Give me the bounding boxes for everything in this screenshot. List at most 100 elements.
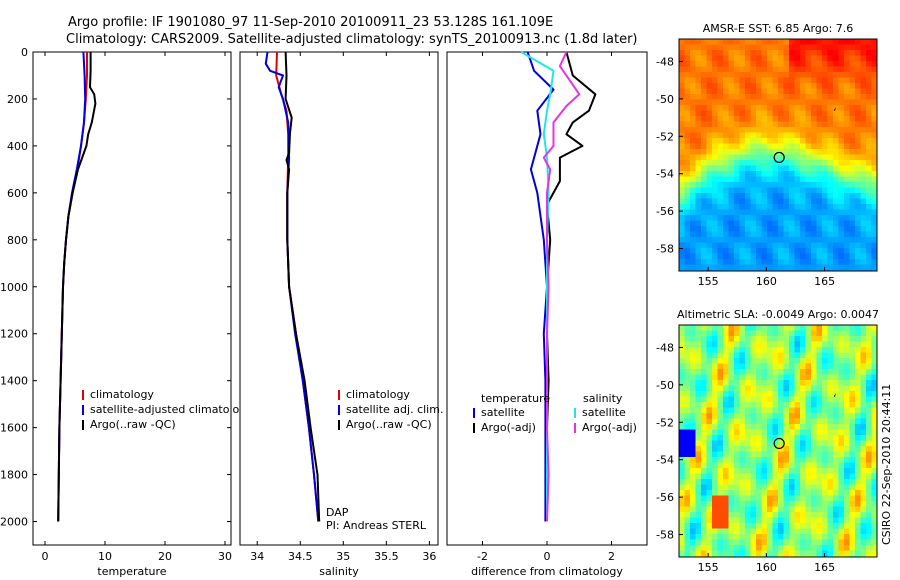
sla_map-field-cell [778, 528, 785, 535]
sst_map-field-cell [789, 198, 796, 205]
sst_map-field-cell [767, 55, 774, 62]
sla_map-field-cell [833, 550, 840, 557]
sst_map-field-cell [739, 127, 746, 134]
sla_map-field-cell [871, 539, 877, 546]
sla_map-field-cell [690, 429, 697, 436]
sst_map-field-cell [827, 193, 834, 200]
sst_map-field-cell [860, 83, 867, 90]
sla_map-field-cell [767, 506, 774, 513]
sla_map-field-cell [866, 352, 873, 359]
sla_map-field-cell [767, 501, 774, 508]
sst_map-field-cell [679, 72, 686, 79]
sst_map-field-cell [701, 160, 708, 167]
sst_map-field-cell [816, 116, 823, 123]
sla_map-field-cell [849, 369, 856, 376]
sla_map-field-cell [866, 539, 873, 546]
sla_map-field-cell [772, 473, 779, 480]
sla_map-field-cell [695, 528, 702, 535]
sst_map-field-cell [822, 127, 829, 134]
sla_map-field-cell [783, 352, 790, 359]
sla_map-field-cell [701, 429, 708, 436]
sla_map-field-cell [761, 374, 768, 381]
sla_map-field-cell [756, 391, 763, 398]
sla_map-field-cell [706, 479, 713, 486]
sla_map-field-cell [723, 363, 730, 370]
sst_map-field-cell [684, 44, 691, 51]
sla_map-field-cell [805, 550, 812, 557]
sla_map-field-cell [761, 446, 768, 453]
sst_map-field-cell [712, 231, 719, 238]
sla_map-field-cell [734, 506, 741, 513]
sla_map-ytick-label: -56 [656, 491, 674, 504]
sst_map-field-cell [800, 165, 807, 172]
sst_map-field-cell [750, 83, 757, 90]
sst_map-field-cell [783, 209, 790, 216]
sla_map-field-cell [772, 506, 779, 513]
sst_map-field-cell [679, 154, 686, 161]
sst_map-field-cell [734, 187, 741, 194]
sla_map-field-cell [783, 506, 790, 513]
sla_map-field-cell [833, 374, 840, 381]
sla_map-field-cell [717, 336, 724, 343]
sst_map-field-cell [723, 105, 730, 112]
sla_map-field-cell [728, 413, 735, 420]
temperature-plot-frame [32, 51, 232, 546]
sst_map-field-cell [778, 72, 785, 79]
sla_map-field-cell [816, 539, 823, 546]
sla_map-field-cell [844, 325, 851, 332]
sst_map-field-cell [816, 198, 823, 205]
sla_map-field-cell [871, 495, 877, 502]
sst_map-field-cell [734, 44, 741, 51]
sla_map-field-cell [756, 512, 763, 519]
sst_map-field-cell [728, 259, 735, 266]
sst_map-field-cell [706, 193, 713, 200]
sla_map-field-cell [772, 468, 779, 475]
sla_map-field-cell [860, 484, 867, 491]
sla_map-field-cell [690, 512, 697, 519]
sst_map-field-cell [833, 220, 840, 227]
sla_map-field-cell [866, 347, 873, 354]
sla_map-field-cell [811, 550, 818, 557]
sla_map-field-cell [756, 446, 763, 453]
sst_map-field-cell [728, 182, 735, 189]
sst_map-field-cell [866, 220, 873, 227]
sla_map-field-cell [855, 341, 862, 348]
sst_map-field-cell [739, 116, 746, 123]
sla_map-field-cell [734, 380, 741, 387]
sla_map-field-cell [772, 391, 779, 398]
sst_map-field-cell [767, 61, 774, 68]
sst_map-field-cell [712, 77, 719, 84]
sst_map-field-cell [739, 88, 746, 95]
sla_map-field-cell [684, 358, 691, 365]
sla_map-field-cell [866, 341, 873, 348]
sla_map-field-cell [849, 396, 856, 403]
sla_map-field-cell [734, 517, 741, 524]
sla_map-field-cell [871, 468, 877, 475]
sst_map-field-cell [701, 226, 708, 233]
sst_map-field-cell [745, 215, 752, 222]
sla_map-field-cell [690, 374, 697, 381]
sla_map-field-cell [728, 495, 735, 502]
sst_map-field-cell [690, 160, 697, 167]
salinity-xtick-label: 34 [250, 550, 264, 563]
sst_map-field-cell [827, 264, 834, 271]
sla_map-field-cell [761, 457, 768, 464]
sst_map-field-cell [679, 132, 686, 139]
sla_map-field-cell [712, 468, 719, 475]
sla_map-field-cell [794, 374, 801, 381]
sla_map-field-cell [800, 446, 807, 453]
sst_map-field-cell [756, 72, 763, 79]
sla_map-field-cell [767, 539, 774, 546]
sst_map-field-cell [706, 209, 713, 216]
sla_map-field-cell [723, 380, 730, 387]
sst_map-field-cell [866, 165, 873, 172]
sst_map-field-cell [739, 77, 746, 84]
sst_map-field-cell [866, 248, 873, 255]
sst_map-field-cell [783, 116, 790, 123]
sst_map-field-cell [855, 77, 862, 84]
sst_map-island-shape [833, 107, 836, 112]
sst_map-field-cell [783, 253, 790, 260]
sst_map-field-cell [701, 50, 708, 57]
sla_map-field-cell [723, 429, 730, 436]
sla_map-field-cell [695, 396, 702, 403]
